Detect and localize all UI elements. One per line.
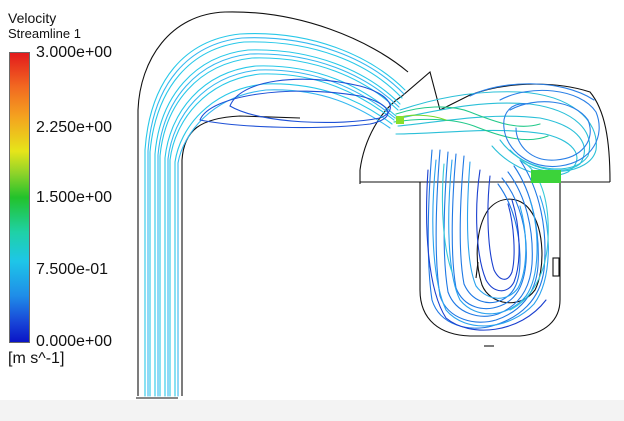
velocity-colorbar (9, 52, 30, 343)
high-velocity-region (531, 170, 561, 183)
legend-subtitle: Streamline 1 (8, 26, 81, 41)
dome-swirl (469, 83, 600, 168)
colorbar-tick-min: 0.000e+00 (36, 333, 113, 350)
streamlines (144, 33, 600, 397)
inlet-streamlines (144, 33, 406, 397)
colorbar-tick-2: 2.250e+00 (36, 119, 113, 136)
legend-title: Velocity (8, 10, 57, 26)
colorbar-tick-3: 1.500e+00 (36, 189, 113, 206)
geometry-outline (136, 11, 611, 399)
arch-recirculation (199, 78, 391, 129)
colorbar-tick-max: 3.000e+00 (36, 44, 113, 61)
funnel-jet-region (396, 116, 404, 124)
vessel-streamlines (427, 149, 546, 329)
colorbar-tick-4: 7.500e-01 (36, 261, 109, 278)
status-strip (0, 400, 624, 421)
legend-units: [m s^-1] (8, 350, 65, 367)
